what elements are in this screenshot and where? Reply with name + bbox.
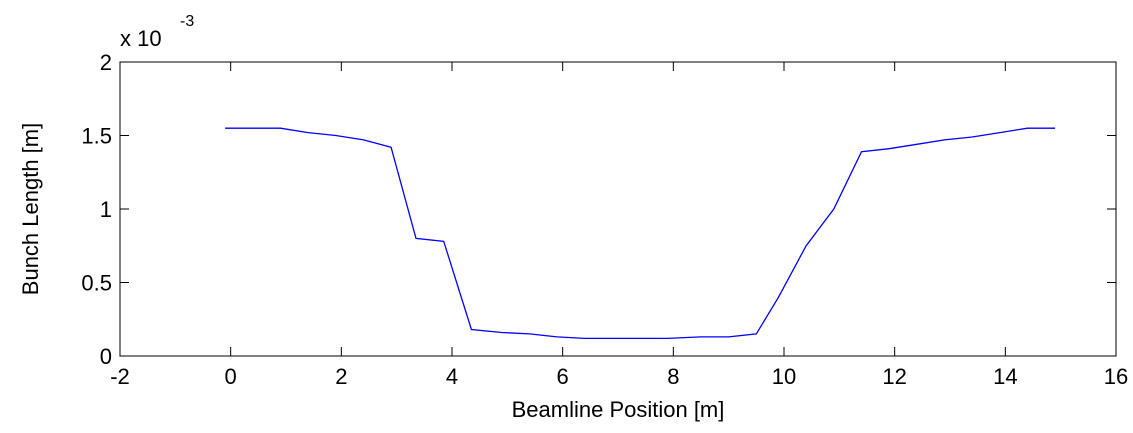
x-tick-label: 4 (446, 364, 458, 389)
y-multiplier-base: x 10 (120, 26, 162, 51)
y-axis-label: Bunch Length [m] (18, 123, 43, 295)
plot-area (119, 61, 1117, 357)
y-tick-label: 2 (100, 50, 112, 75)
y-tick-label: 0.5 (81, 271, 112, 296)
x-tick-label: 16 (1104, 364, 1128, 389)
x-tick-label: 10 (772, 364, 796, 389)
y-axis-ticks: 0 0.5 1 1.5 2 (81, 50, 1116, 369)
series-line-0 (225, 127, 1056, 340)
y-tick-label: 0 (100, 344, 112, 369)
series-layer (225, 127, 1056, 340)
x-tick-label: 8 (667, 364, 679, 389)
x-axis-ticks: -2 0 2 4 6 8 10 12 14 16 (110, 62, 1128, 389)
x-tick-label: 2 (335, 364, 347, 389)
y-multiplier-exponent: -3 (180, 13, 194, 30)
x-tick-label: 14 (993, 364, 1017, 389)
x-tick-label: -2 (110, 364, 130, 389)
x-tick-label: 12 (882, 364, 906, 389)
x-tick-label: 6 (557, 364, 569, 389)
y-tick-label: 1 (100, 197, 112, 222)
x-tick-label: 0 (225, 364, 237, 389)
x-axis-label: Beamline Position [m] (512, 397, 725, 422)
y-tick-label: 1.5 (81, 124, 112, 149)
